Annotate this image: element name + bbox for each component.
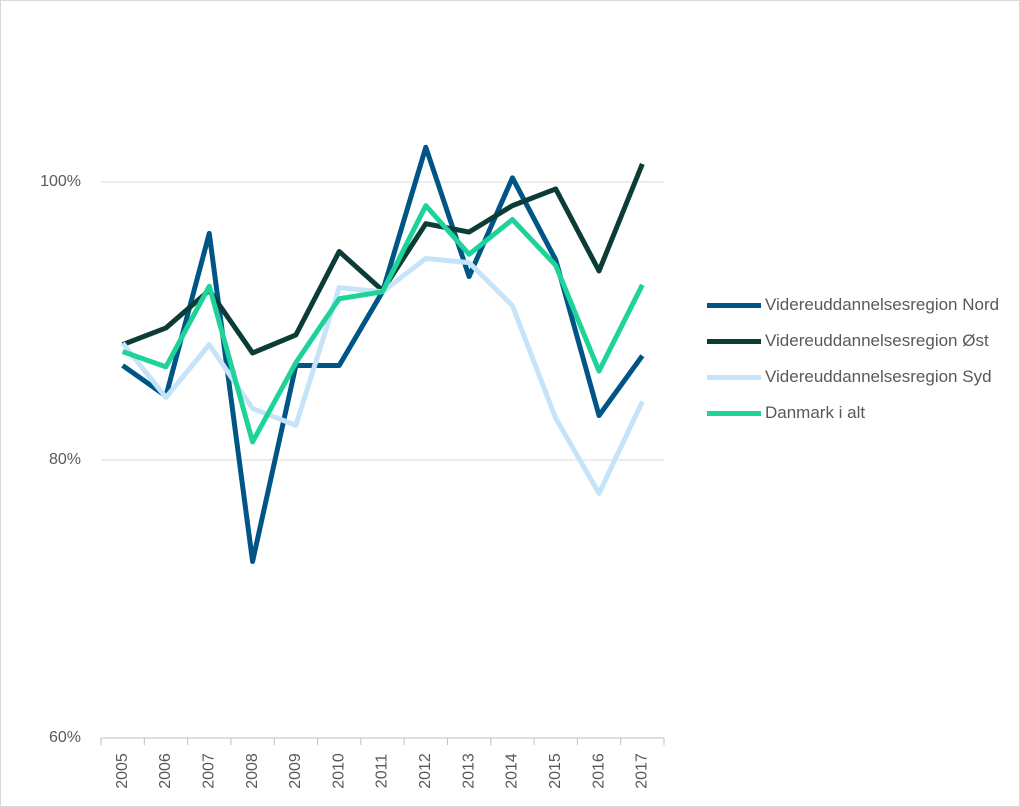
x-tick-label: 2007	[200, 753, 217, 789]
x-tick-label: 2014	[504, 753, 521, 789]
y-tick-label: 60%	[49, 729, 81, 746]
x-tick-label: 2008	[244, 753, 261, 789]
x-tick-label: 2013	[460, 753, 477, 789]
x-tick-label: 2006	[157, 753, 174, 789]
y-tick-label: 80%	[49, 451, 81, 468]
legend-label: Videreuddannelsesregion Nord	[765, 295, 1000, 314]
series-line	[121, 203, 645, 445]
legend-entry: Videreuddannelsesregion Nord	[707, 293, 1007, 317]
legend-label: Danmark i alt	[765, 403, 866, 422]
x-tick-label: 2005	[114, 753, 131, 789]
legend-swatch	[707, 375, 761, 380]
legend-swatch	[707, 303, 761, 308]
legend-swatch	[707, 411, 761, 416]
legend-entry: Videreuddannelsesregion Øst	[707, 329, 1007, 353]
legend-label: Videreuddannelsesregion Syd	[765, 367, 992, 386]
x-tick-label: 2016	[590, 753, 607, 789]
legend: Videreuddannelsesregion Nord Videreuddann…	[707, 293, 1007, 437]
x-tick-label: 2011	[374, 754, 391, 789]
y-tick-label: 100%	[40, 173, 81, 190]
x-tick-label: 2017	[634, 753, 651, 789]
x-tick-label: 2012	[417, 753, 434, 789]
x-tick-label: 2010	[330, 753, 347, 789]
x-tick-label: 2009	[287, 753, 304, 789]
x-tick-label: 2015	[547, 753, 564, 789]
legend-label: Videreuddannelsesregion Øst	[765, 331, 989, 350]
legend-entry: Danmark i alt	[707, 401, 1007, 425]
legend-swatch	[707, 339, 761, 344]
legend-entry: Videreuddannelsesregion Syd	[707, 365, 1007, 389]
